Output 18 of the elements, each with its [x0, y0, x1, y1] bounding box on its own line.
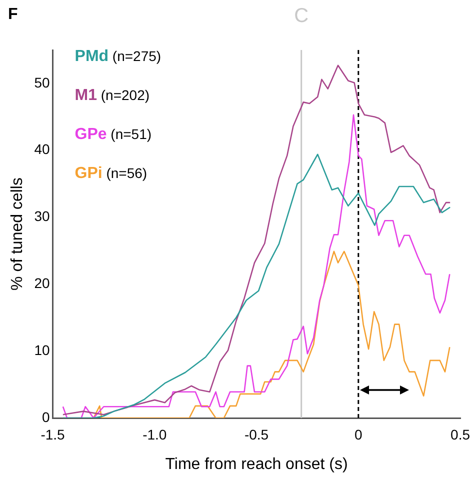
- x-axis-title: Time from reach onset (s): [165, 456, 348, 473]
- x-tick-label: -0.5: [244, 426, 269, 442]
- y-tick-label: 40: [34, 141, 50, 158]
- text: PMd (n=275): [74, 48, 162, 65]
- text: F: [8, 6, 18, 24]
- x-tick-label: 0: [354, 426, 362, 442]
- y-tick-label: 30: [34, 208, 50, 224]
- y-axis-title: % of tuned cells: [9, 178, 26, 290]
- text: GPe (n=51): [74, 126, 152, 143]
- y-tick-label: 20: [34, 275, 50, 292]
- x-tick-label: -1.0: [142, 426, 167, 442]
- x-tick-label: 0.5: [450, 426, 470, 442]
- y-tick-label: 10: [34, 342, 50, 358]
- x-tick-label: -1.5: [40, 426, 66, 442]
- y-tick-label: 0: [42, 408, 50, 425]
- text: GPi (n=56): [74, 165, 148, 182]
- y-tick-label: 50: [34, 74, 50, 90]
- text: M1 (n=202): [74, 87, 150, 104]
